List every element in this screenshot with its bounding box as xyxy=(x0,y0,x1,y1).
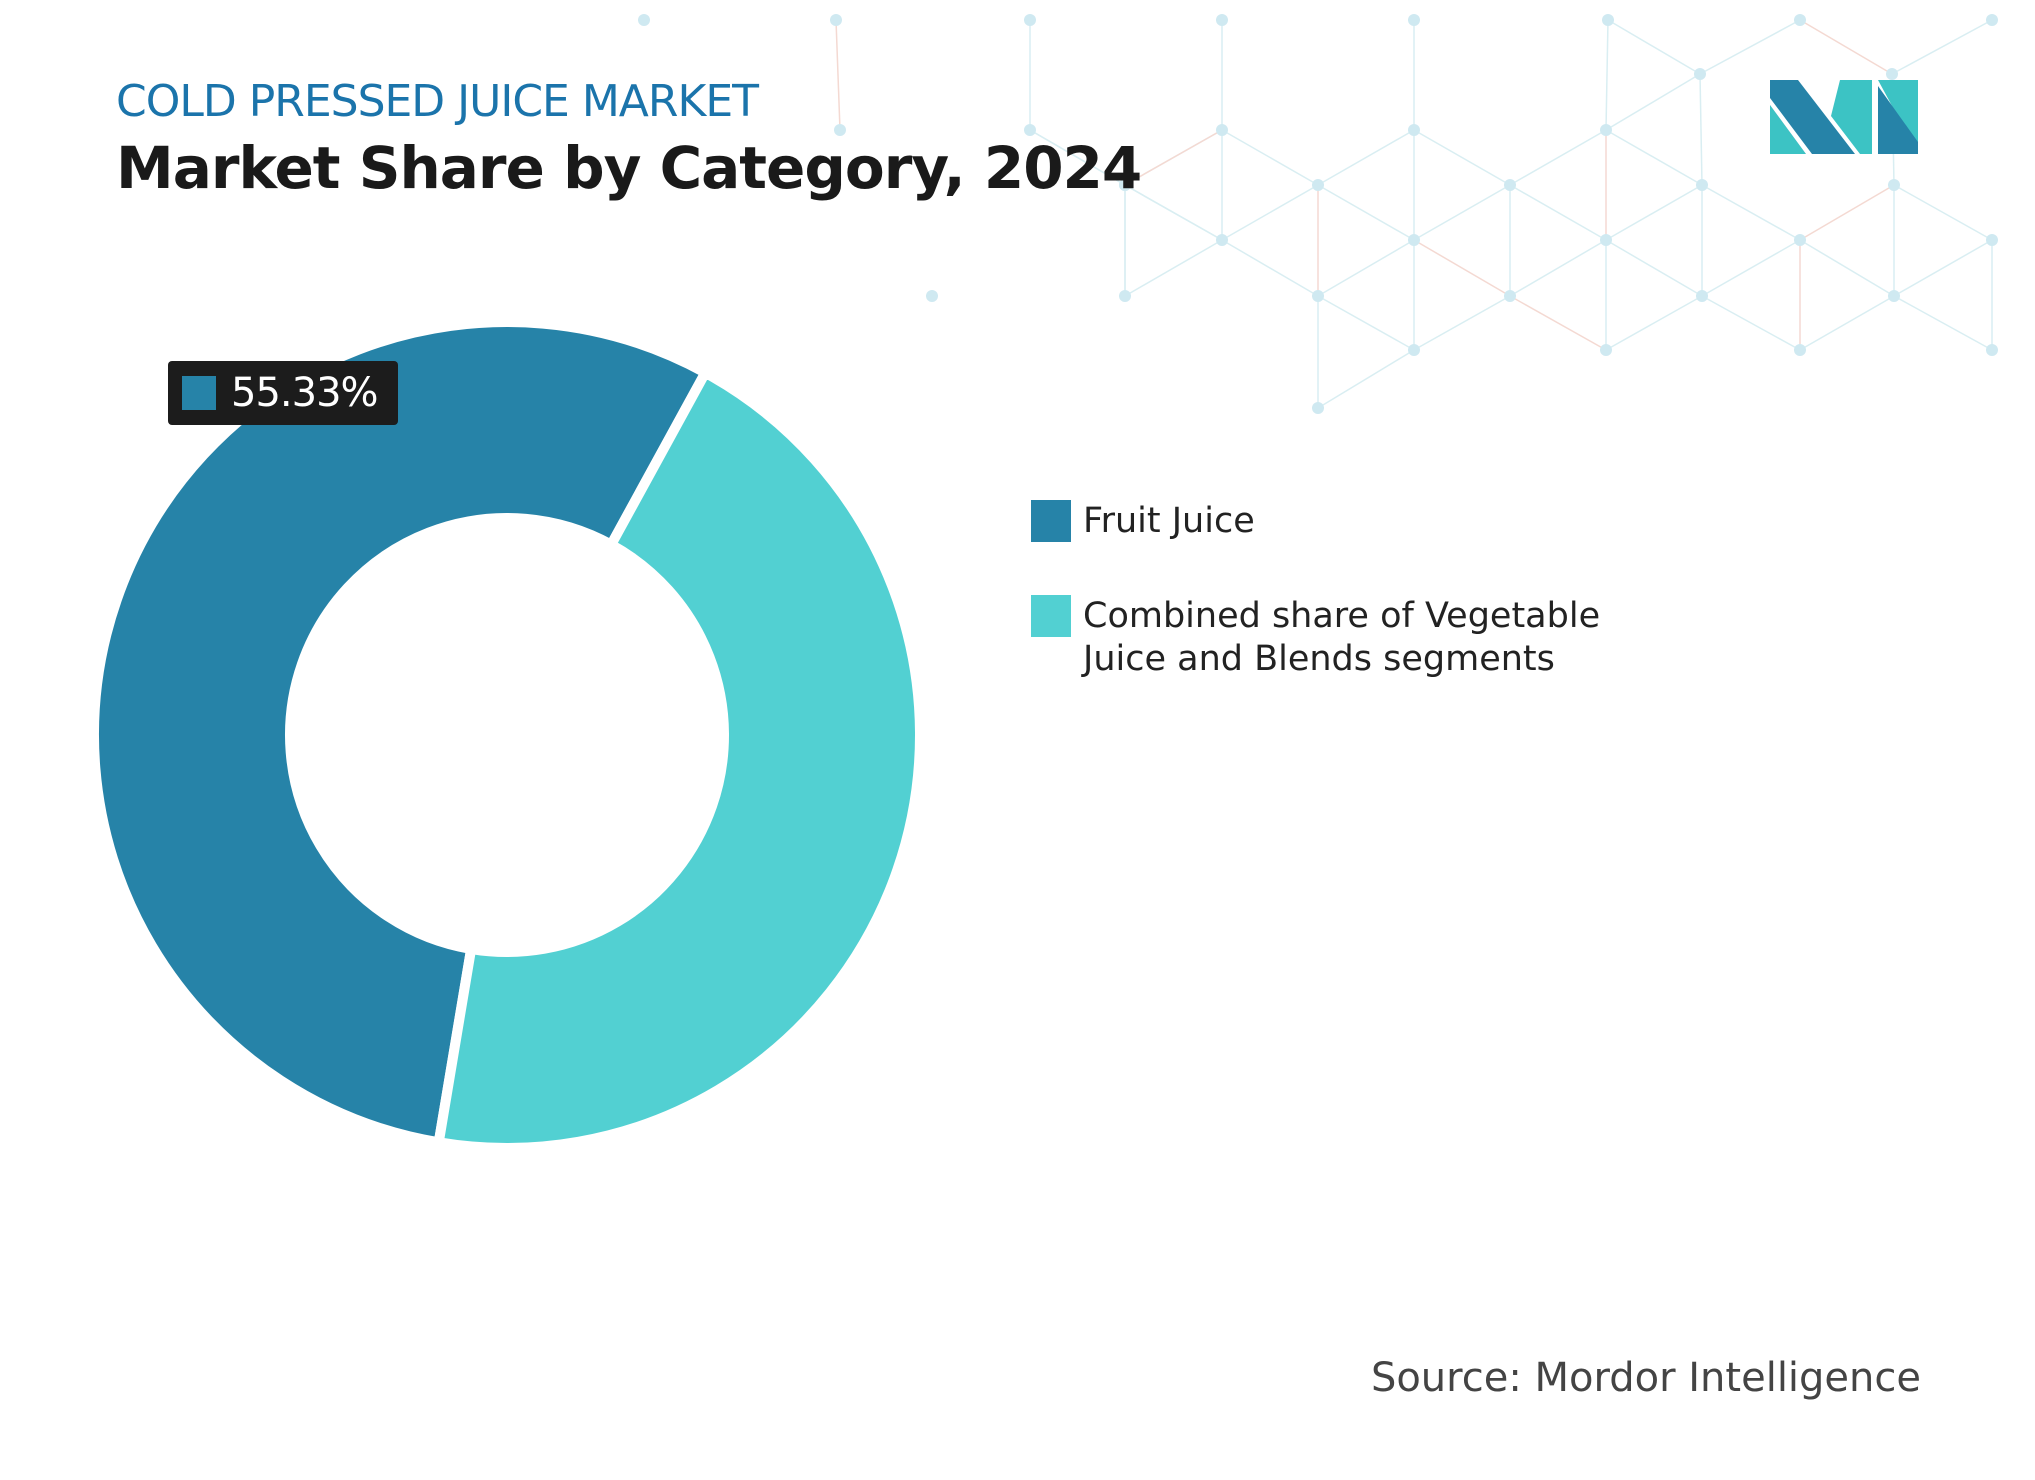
pattern-dot xyxy=(1216,234,1228,246)
pattern-dot xyxy=(1216,124,1228,136)
pattern-dot xyxy=(1312,179,1324,191)
pattern-line xyxy=(1413,184,1511,241)
pattern-line xyxy=(1701,295,1801,351)
pattern-dot xyxy=(1312,402,1324,414)
legend-item-fruit-juice: Fruit Juice xyxy=(1031,500,1643,543)
pattern-dot xyxy=(1986,14,1998,26)
pattern-line xyxy=(1413,295,1511,351)
pattern-dot xyxy=(1408,124,1420,136)
pattern-line xyxy=(1605,19,1609,131)
pattern-line xyxy=(1799,184,1895,241)
pattern-line xyxy=(1893,184,1993,241)
pattern-line xyxy=(1605,184,1703,241)
pattern-dot xyxy=(1119,179,1131,191)
chart-subtitle: COLD PRESSED JUICE MARKET xyxy=(116,76,759,127)
pattern-dot xyxy=(1888,290,1900,302)
pattern-dot xyxy=(1600,124,1612,136)
chart-title: Market Share by Category, 2024 xyxy=(116,134,1142,202)
pattern-dot xyxy=(1696,290,1708,302)
legend-swatch xyxy=(1031,500,1071,542)
pattern-line xyxy=(1605,129,1703,186)
pattern-line xyxy=(1701,184,1801,241)
pattern-line xyxy=(1221,184,1319,241)
pattern-line xyxy=(1317,349,1415,409)
pattern-line xyxy=(1799,295,1895,351)
mordor-intelligence-logo-icon xyxy=(1770,80,1918,154)
pattern-line xyxy=(1605,73,1701,131)
pattern-line xyxy=(1699,73,1703,186)
legend-label: Fruit Juice xyxy=(1083,501,1255,541)
legend-swatch xyxy=(1031,595,1071,637)
pattern-line xyxy=(1317,295,1415,351)
pattern-line xyxy=(1605,295,1703,351)
pattern-dot xyxy=(1600,344,1612,356)
pattern-dot xyxy=(1888,179,1900,191)
pattern-line xyxy=(1799,239,1895,297)
pattern-line xyxy=(1893,239,1993,297)
pattern-dot xyxy=(1408,234,1420,246)
pattern-dot xyxy=(834,124,846,136)
pattern-line xyxy=(1509,184,1607,241)
pattern-dot xyxy=(1794,344,1806,356)
pattern-dot xyxy=(1216,14,1228,26)
data-label-swatch xyxy=(182,376,216,410)
pattern-dot xyxy=(1600,234,1612,246)
pattern-line xyxy=(1413,129,1511,186)
pattern-dot xyxy=(1024,124,1036,136)
pattern-dot xyxy=(1694,68,1706,80)
pattern-line xyxy=(1124,239,1223,297)
pattern-line xyxy=(1124,184,1223,241)
pattern-dot xyxy=(1408,14,1420,26)
pattern-dot xyxy=(926,290,938,302)
pattern-dot xyxy=(638,14,650,26)
pattern-line xyxy=(1701,239,1801,297)
pattern-line xyxy=(1317,239,1415,297)
data-label-fruit-juice: 55.33% xyxy=(168,361,398,425)
pattern-line xyxy=(1221,129,1319,186)
donut-slice-fruit-juice xyxy=(89,317,713,1149)
pattern-line xyxy=(1509,239,1607,297)
pattern-line xyxy=(1221,239,1319,297)
pattern-dot xyxy=(1408,344,1420,356)
pattern-line xyxy=(835,19,841,131)
pattern-dot xyxy=(1119,290,1131,302)
pattern-dot xyxy=(1986,234,1998,246)
pattern-line xyxy=(1124,129,1223,186)
pattern-line xyxy=(1509,129,1607,186)
pattern-line xyxy=(1317,184,1415,241)
pattern-dot xyxy=(1794,14,1806,26)
pattern-line xyxy=(1413,239,1511,297)
pattern-line xyxy=(1029,129,1126,186)
legend-label: Combined share of Vegetable Juice and Bl… xyxy=(1083,596,1601,679)
pattern-dot xyxy=(1986,344,1998,356)
legend: Fruit Juice Combined share of Vegetable … xyxy=(1031,500,1643,733)
donut-slice-vegetable-blends xyxy=(432,365,925,1153)
pattern-dot xyxy=(1312,290,1324,302)
pattern-dot xyxy=(1504,179,1516,191)
pattern-dot xyxy=(830,14,842,26)
pattern-line xyxy=(1509,295,1607,351)
pattern-dot xyxy=(1696,179,1708,191)
legend-item-vegetable-blends: Combined share of Vegetable Juice and Bl… xyxy=(1031,595,1643,681)
pattern-line xyxy=(1893,295,1993,351)
pattern-dot xyxy=(1024,14,1036,26)
pattern-line xyxy=(1607,19,1701,75)
donut-chart xyxy=(89,317,925,1153)
pattern-line xyxy=(1699,19,1801,75)
data-label-value: 55.33% xyxy=(231,370,379,416)
pattern-dot xyxy=(1886,68,1898,80)
pattern-dot xyxy=(1794,234,1806,246)
pattern-dot xyxy=(1602,14,1614,26)
pattern-line xyxy=(1891,19,1993,75)
pattern-line xyxy=(1605,239,1703,297)
source-note: Source: Mordor Intelligence xyxy=(1370,1355,1921,1401)
pattern-line xyxy=(1317,129,1415,186)
pattern-line xyxy=(1799,19,1893,75)
pattern-dot xyxy=(1504,290,1516,302)
